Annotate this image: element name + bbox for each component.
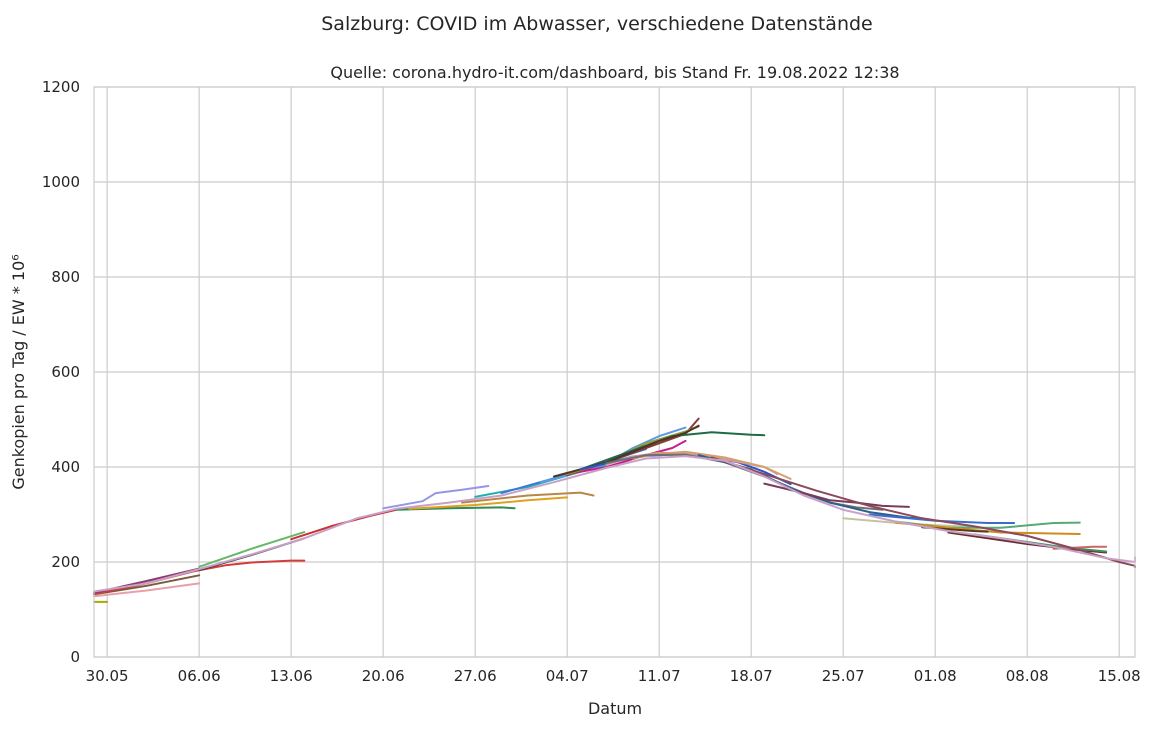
y-tick-label: 1200	[42, 78, 80, 96]
x-tick-label: 06.06	[178, 667, 221, 685]
series-line-12	[461, 491, 595, 504]
x-tick-label: 04.07	[546, 667, 589, 685]
series-line-2	[93, 582, 201, 598]
series-line-19	[579, 431, 766, 471]
series-line-27	[842, 517, 976, 528]
x-tick-label: 11.07	[638, 667, 681, 685]
y-tick-label: 0	[70, 648, 80, 666]
x-tick-label: 25.07	[822, 667, 865, 685]
y-tick-label: 600	[51, 363, 80, 381]
series-line-34	[1052, 545, 1108, 550]
y-axis-label: Genkopien pro Tag / EW * 10⁶	[9, 254, 28, 489]
series-line-35	[710, 456, 1136, 569]
x-tick-label: 01.08	[914, 667, 957, 685]
series-line-30	[894, 521, 1081, 535]
plot-series	[93, 417, 1136, 603]
y-tick-label: 1000	[42, 173, 80, 191]
y-tick-label: 800	[51, 268, 80, 286]
x-tick-label: 15.08	[1098, 667, 1141, 685]
series-line-6	[198, 531, 306, 568]
y-tick-label: 200	[51, 553, 80, 571]
y-tick-label: 400	[51, 458, 80, 476]
series-line-26	[868, 513, 1016, 524]
series-line-11	[408, 496, 569, 510]
plot-frame	[93, 86, 1136, 658]
series-line-9	[382, 485, 490, 510]
x-tick-label: 13.06	[270, 667, 313, 685]
series-line-36	[93, 455, 1136, 593]
figure-suptitle: Salzburg: COVID im Abwasser, verschieden…	[321, 13, 873, 35]
x-tick-label: 18.07	[730, 667, 773, 685]
x-tick-label: 20.06	[362, 667, 405, 685]
x-tick-label: 27.06	[454, 667, 497, 685]
x-axis-label: Datum	[588, 699, 642, 718]
tick-labels: 30.05 06.06 13.06 20.06 27.06 04.07 11.07 18.07…	[42, 78, 1141, 685]
series-line-10	[395, 506, 516, 511]
x-tick-label: 30.05	[86, 667, 129, 685]
series-line-3	[93, 574, 201, 596]
x-tick-label: 08.08	[1006, 667, 1049, 685]
chart-title: Quelle: corona.hydro-it.com/dashboard, b…	[330, 63, 899, 82]
